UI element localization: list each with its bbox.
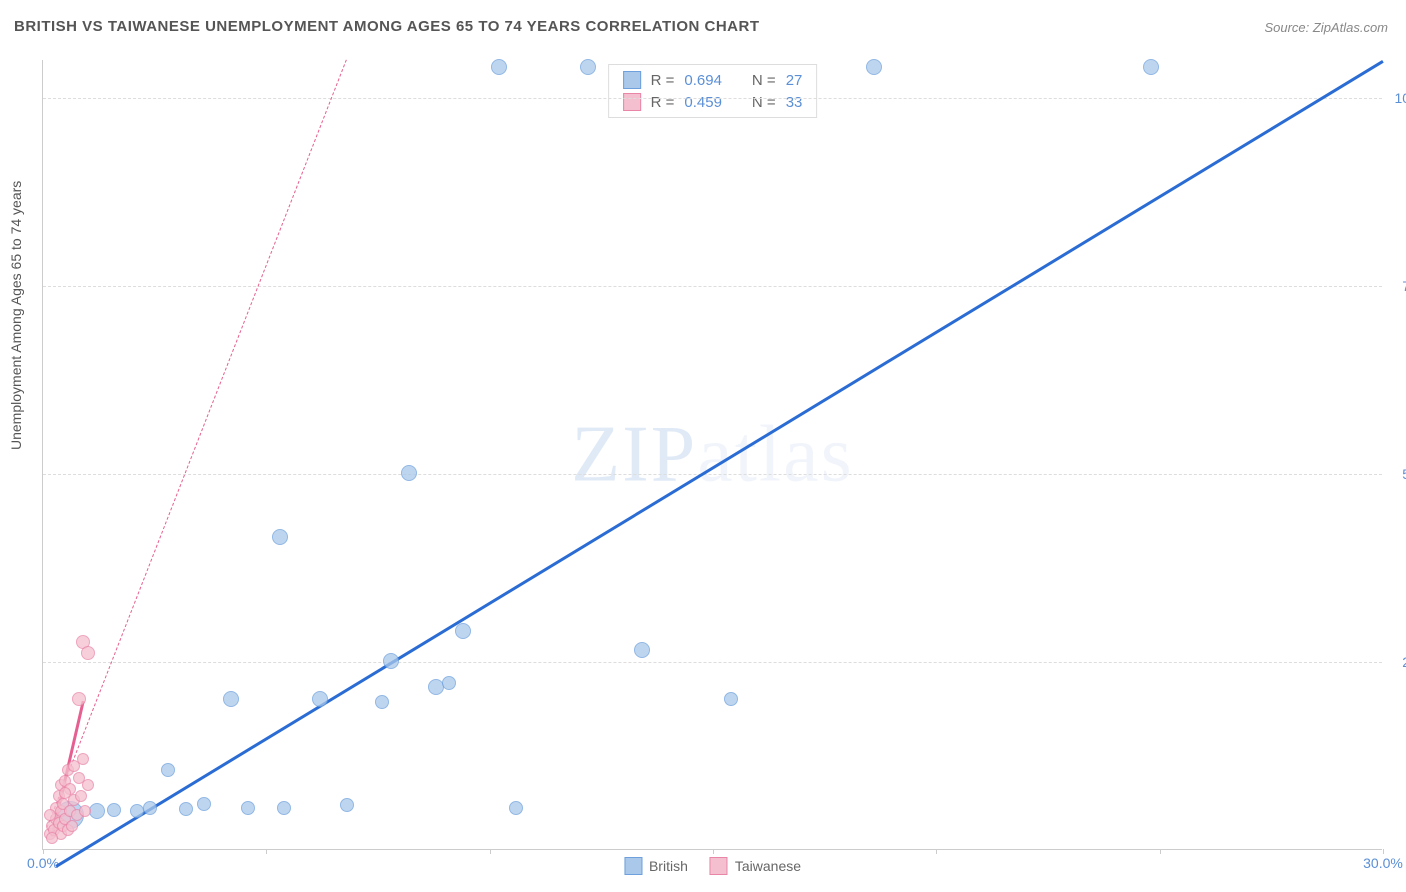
data-point-taiwanese bbox=[75, 790, 87, 802]
legend-label: British bbox=[649, 858, 688, 874]
x-tick-mark bbox=[713, 849, 714, 854]
watermark: ZIPatlas bbox=[571, 409, 854, 500]
x-tick-mark bbox=[1383, 849, 1384, 854]
data-point-british bbox=[401, 465, 417, 481]
stat-r-label: R = bbox=[651, 94, 675, 111]
legend-item-british: British bbox=[624, 857, 688, 875]
stat-r-value: 0.459 bbox=[684, 94, 722, 111]
data-point-british bbox=[161, 763, 175, 777]
data-point-british bbox=[130, 804, 144, 818]
source-attribution: Source: ZipAtlas.com bbox=[1264, 20, 1388, 35]
trendline-taiwanese bbox=[47, 60, 347, 828]
data-point-british bbox=[1143, 59, 1159, 75]
data-point-british bbox=[491, 59, 507, 75]
stat-n-value: 27 bbox=[786, 72, 803, 89]
gridline bbox=[43, 286, 1382, 287]
data-point-taiwanese bbox=[46, 832, 58, 844]
y-axis-label: Unemployment Among Ages 65 to 74 years bbox=[8, 181, 24, 450]
data-point-british bbox=[375, 695, 389, 709]
data-point-taiwanese bbox=[77, 753, 89, 765]
data-point-british bbox=[724, 692, 738, 706]
plot-area: ZIPatlas R =0.694N =27R =0.459N =33 Brit… bbox=[42, 60, 1382, 850]
data-point-british bbox=[580, 59, 596, 75]
legend-item-taiwanese: Taiwanese bbox=[710, 857, 801, 875]
stat-r-value: 0.694 bbox=[684, 72, 722, 89]
y-tick-label: 75.0% bbox=[1387, 278, 1406, 294]
data-point-taiwanese bbox=[72, 692, 86, 706]
legend-swatch bbox=[623, 93, 641, 111]
x-tick-mark bbox=[266, 849, 267, 854]
data-point-british bbox=[272, 529, 288, 545]
x-tick-label: 30.0% bbox=[1363, 855, 1403, 871]
x-tick-mark bbox=[490, 849, 491, 854]
stat-n-label: N = bbox=[752, 72, 776, 89]
data-point-british bbox=[455, 623, 471, 639]
y-tick-label: 50.0% bbox=[1387, 466, 1406, 482]
legend-swatch bbox=[624, 857, 642, 875]
gridline bbox=[43, 474, 1382, 475]
legend-series: British Taiwanese bbox=[624, 857, 801, 875]
data-point-taiwanese bbox=[79, 805, 91, 817]
y-tick-label: 100.0% bbox=[1387, 90, 1406, 106]
x-tick-mark bbox=[1160, 849, 1161, 854]
data-point-british bbox=[442, 676, 456, 690]
data-point-taiwanese bbox=[59, 787, 71, 799]
gridline bbox=[43, 662, 1382, 663]
data-point-british bbox=[107, 803, 121, 817]
legend-stats-row: R = 0.694 N = 27 bbox=[623, 69, 803, 91]
data-point-taiwanese bbox=[66, 820, 78, 832]
data-point-british bbox=[197, 797, 211, 811]
data-point-british bbox=[223, 691, 239, 707]
legend-stats-row: R = 0.459 N = 33 bbox=[623, 91, 803, 113]
data-point-british bbox=[866, 59, 882, 75]
stat-r-label: R = bbox=[651, 72, 675, 89]
data-point-british bbox=[312, 691, 328, 707]
legend-label: Taiwanese bbox=[735, 858, 801, 874]
data-point-taiwanese bbox=[82, 779, 94, 791]
data-point-taiwanese bbox=[44, 809, 56, 821]
y-tick-label: 25.0% bbox=[1387, 654, 1406, 670]
legend-stats-box: R = 0.694 N = 27 R = 0.459 N = 33 bbox=[608, 64, 818, 118]
x-tick-label: 0.0% bbox=[27, 855, 59, 871]
stat-n-value: 33 bbox=[786, 94, 803, 111]
data-point-british bbox=[277, 801, 291, 815]
data-point-british bbox=[383, 653, 399, 669]
x-tick-mark bbox=[936, 849, 937, 854]
data-point-british bbox=[509, 801, 523, 815]
stat-n-label: N = bbox=[752, 94, 776, 111]
data-point-british bbox=[340, 798, 354, 812]
data-point-taiwanese bbox=[81, 646, 95, 660]
x-tick-mark bbox=[43, 849, 44, 854]
gridline bbox=[43, 98, 1382, 99]
data-point-british bbox=[634, 642, 650, 658]
data-point-british bbox=[179, 802, 193, 816]
data-point-british bbox=[143, 801, 157, 815]
chart-title: BRITISH VS TAIWANESE UNEMPLOYMENT AMONG … bbox=[14, 18, 760, 35]
trendline-british bbox=[56, 60, 1384, 867]
legend-swatch bbox=[710, 857, 728, 875]
data-point-british bbox=[241, 801, 255, 815]
legend-swatch bbox=[623, 71, 641, 89]
